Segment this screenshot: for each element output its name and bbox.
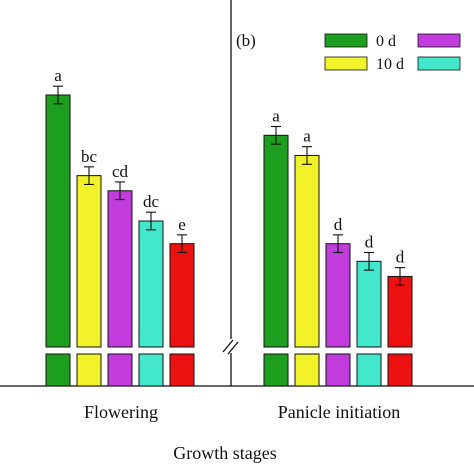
error-bar-1-4	[395, 267, 405, 286]
significance-letter-0-0: a	[54, 66, 62, 85]
significance-letter-1-0: a	[272, 107, 280, 126]
significance-letter-1-3: d	[365, 233, 374, 252]
bar-stub-1-2	[325, 353, 351, 387]
bar-1-1	[294, 154, 320, 348]
error-bar-0-0	[53, 85, 63, 105]
panel-label: (b)	[236, 31, 256, 50]
error-bar-1-0	[271, 125, 281, 145]
legend-label-0: 0 d	[376, 33, 396, 50]
axis-break-mark	[222, 339, 240, 355]
error-bar-1-1	[302, 146, 312, 165]
significance-letter-1-2: d	[334, 215, 343, 234]
legend-swatch-0	[324, 33, 368, 48]
bar-0-2	[107, 190, 133, 348]
legend-swatch-3	[417, 56, 461, 71]
significance-letter-0-1: bc	[81, 147, 98, 166]
bar-stub-0-3	[138, 353, 164, 387]
significance-letter-0-3: dc	[143, 192, 160, 211]
significance-letter-1-1: a	[303, 127, 311, 146]
significance-letter-0-2: cd	[112, 162, 129, 181]
group-label-flowering: Flowering	[84, 402, 158, 422]
bar-1-0	[263, 134, 289, 348]
error-bar-0-3	[146, 211, 156, 231]
bar-stub-1-1	[294, 353, 320, 387]
bar-0-3	[138, 220, 164, 348]
bar-stub-0-2	[107, 353, 133, 387]
legend-swatch-2	[417, 33, 461, 48]
bar-stub-1-4	[387, 353, 413, 387]
error-bar-0-1	[84, 166, 94, 186]
x-axis-title: Growth stages	[173, 443, 276, 463]
error-bar-1-3	[364, 251, 374, 271]
legend-swatch-1	[324, 56, 368, 71]
bar-1-4	[387, 275, 413, 348]
bar-0-4	[169, 243, 195, 348]
error-bar-0-2	[115, 181, 125, 201]
significance-letter-0-4: e	[178, 215, 186, 234]
legend: 0 d 10 d	[324, 33, 461, 73]
bar-stub-0-1	[76, 353, 102, 387]
bar-stub-0-0	[45, 353, 71, 387]
error-bar-1-2	[333, 234, 343, 254]
bar-stub-1-0	[263, 353, 289, 387]
bar-stub-1-3	[356, 353, 382, 387]
bar-1-3	[356, 260, 382, 348]
legend-label-1: 10 d	[376, 56, 404, 73]
bar-stub-0-4	[169, 353, 195, 387]
group-label-panicle-initiation: Panicle initiation	[278, 402, 400, 422]
bar-0-1	[76, 175, 102, 348]
significance-letter-1-4: d	[396, 248, 405, 267]
bar-0-0	[45, 94, 71, 348]
bar-1-2	[325, 243, 351, 348]
error-bar-0-4	[177, 234, 187, 254]
